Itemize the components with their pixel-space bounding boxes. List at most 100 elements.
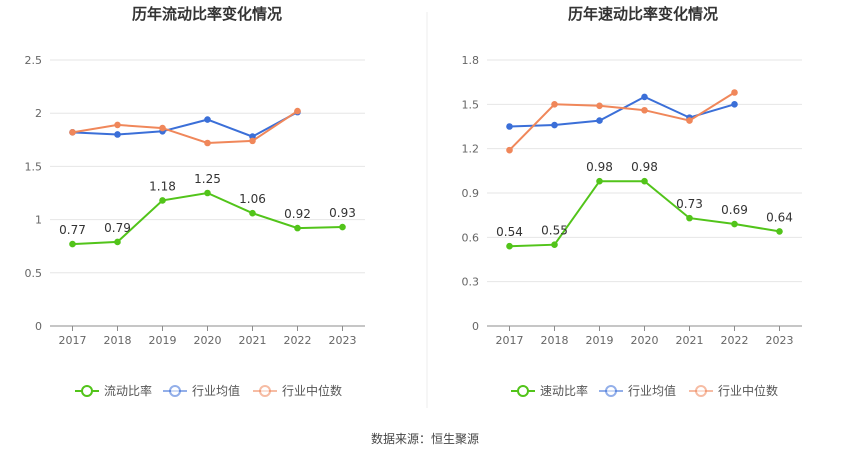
industry-mean-series-line — [509, 95, 735, 128]
data-label: 0.98 — [631, 160, 658, 174]
legend-label: 行业中位数 — [718, 383, 778, 398]
industry-mean-data-point[interactable] — [641, 93, 648, 101]
x-tick-label: 2017 — [59, 334, 87, 347]
legend-item-industry-median[interactable]: 行业中位数 — [689, 383, 778, 398]
industry-median-data-point[interactable] — [596, 102, 603, 110]
y-tick-label: 1 — [35, 214, 42, 227]
y-tick-label: 0.6 — [462, 231, 480, 244]
x-tick-label: 2017 — [496, 334, 524, 347]
x-tick-label: 2021 — [676, 334, 704, 347]
industry-median-data-point[interactable] — [294, 107, 301, 115]
industry-mean-data-point[interactable] — [114, 131, 121, 138]
industry-median-series-line — [508, 91, 736, 151]
y-tick-label: 2.5 — [25, 54, 43, 67]
industry-median-series-line — [72, 110, 299, 145]
legend-item-primary[interactable]: 速动比率 — [511, 383, 588, 398]
x-tick-label: 2023 — [766, 334, 794, 347]
primary-data-point[interactable] — [159, 197, 166, 204]
primary-data-point[interactable] — [506, 242, 513, 250]
data-label: 0.77 — [59, 223, 86, 237]
legend-label: 速动比率 — [540, 383, 588, 398]
industry-mean-data-point[interactable] — [551, 121, 558, 129]
industry-median-data-point[interactable] — [731, 89, 738, 96]
data-label: 1.06 — [239, 192, 266, 206]
industry-mean-data-point[interactable] — [204, 116, 211, 123]
x-tick-label: 2020 — [194, 334, 222, 347]
primary-data-point[interactable] — [339, 223, 346, 231]
data-label: 0.64 — [766, 210, 793, 224]
industry-median-data-point[interactable] — [69, 129, 76, 136]
y-tick-label: 1.5 — [462, 98, 480, 111]
industry-median-data-point[interactable] — [686, 117, 693, 124]
primary-data-point[interactable] — [776, 228, 783, 235]
y-tick-label: 1.5 — [25, 160, 43, 173]
y-tick-label: 0.5 — [25, 267, 43, 280]
legend-label: 行业中位数 — [282, 383, 342, 398]
industry-median-data-point[interactable] — [249, 137, 256, 145]
x-tick-label: 2022 — [721, 334, 749, 347]
legend-label: 行业均值 — [628, 383, 676, 398]
y-tick-label: 0 — [35, 320, 42, 333]
data-label: 1.25 — [194, 172, 221, 186]
quick-ratio-chart: 历年速动比率变化情况 0 0.3 0.6 0.9 1.2 1.5 1.8 2017 2018 201… — [462, 5, 802, 398]
x-tick-label: 2020 — [631, 334, 659, 347]
industry-mean-series-line — [72, 111, 298, 138]
primary-data-point[interactable] — [551, 241, 558, 249]
data-source-note: 数据来源：恒生聚源 — [371, 431, 479, 446]
industry-median-data-point[interactable] — [551, 101, 558, 108]
primary-data-point[interactable] — [204, 189, 211, 197]
industry-mean-data-point[interactable] — [731, 101, 738, 108]
y-tick-label: 0 — [472, 320, 479, 333]
industry-median-data-point[interactable] — [506, 146, 513, 154]
x-tick-label: 2021 — [239, 334, 267, 347]
x-tick-label: 2018 — [541, 334, 569, 347]
y-tick-label: 2 — [35, 107, 42, 120]
legend-marker-icon — [259, 385, 271, 397]
data-label: 0.98 — [586, 160, 613, 174]
data-label: 0.92 — [284, 207, 311, 221]
data-label: 0.93 — [329, 206, 356, 220]
industry-median-data-point[interactable] — [114, 121, 121, 129]
legend-marker-icon — [695, 385, 707, 397]
primary-data-point[interactable] — [294, 224, 301, 232]
primary-data-point[interactable] — [114, 238, 121, 246]
data-label: 0.54 — [496, 225, 523, 239]
data-label: 0.79 — [104, 221, 131, 235]
x-tick-label: 2019 — [149, 334, 177, 347]
x-tick-label: 2022 — [284, 334, 312, 347]
legend-item-primary[interactable]: 流动比率 — [75, 383, 152, 398]
current-ratio-chart: 历年流动比率变化情况 0 0.5 1 1.5 2 2.5 2017 2018 2019 2020 20… — [25, 5, 365, 398]
primary-data-point[interactable] — [69, 240, 76, 248]
legend-item-industry-mean[interactable]: 行业均值 — [163, 383, 240, 398]
industry-mean-data-point[interactable] — [506, 123, 513, 130]
current-ratio-title: 历年流动比率变化情况 — [132, 5, 282, 23]
legend-item-industry-mean[interactable]: 行业均值 — [599, 383, 676, 398]
y-tick-label: 1.8 — [462, 54, 480, 67]
legend-marker-icon — [605, 385, 617, 397]
primary-data-point[interactable] — [731, 220, 738, 228]
data-label: 0.55 — [541, 224, 568, 238]
primary-data-point[interactable] — [596, 177, 603, 185]
y-tick-label: 1.2 — [462, 143, 480, 156]
industry-median-data-point[interactable] — [159, 124, 166, 132]
primary-data-point[interactable] — [641, 177, 648, 185]
industry-median-data-point[interactable] — [641, 106, 648, 114]
y-tick-label: 0.3 — [462, 276, 480, 289]
legend-label: 行业均值 — [192, 383, 240, 398]
primary-data-point[interactable] — [249, 209, 256, 217]
data-label: 1.18 — [149, 179, 176, 193]
primary-data-point[interactable] — [686, 214, 693, 222]
data-label: 0.73 — [676, 197, 703, 211]
legend-marker-icon — [517, 385, 529, 397]
data-label: 0.69 — [721, 203, 748, 217]
industry-mean-data-point[interactable] — [596, 117, 603, 124]
legend-marker-icon — [169, 385, 181, 397]
x-tick-label: 2019 — [586, 334, 614, 347]
legend-label: 流动比率 — [104, 383, 152, 398]
legend-marker-icon — [81, 385, 93, 397]
legend-item-industry-median[interactable]: 行业中位数 — [253, 383, 342, 398]
x-tick-label: 2018 — [104, 334, 132, 347]
industry-median-data-point[interactable] — [204, 139, 211, 147]
x-tick-label: 2023 — [329, 334, 357, 347]
